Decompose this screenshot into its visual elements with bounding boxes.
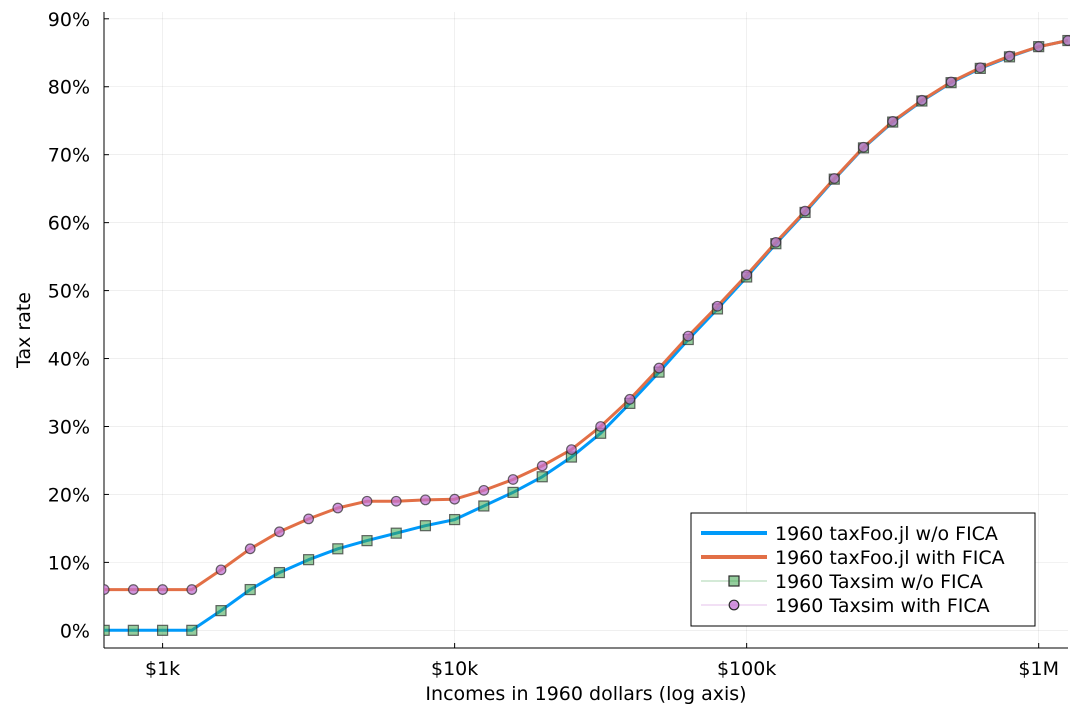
data-point-circle [104,584,110,595]
x-tick-label: $100k [717,658,776,680]
data-point-circle [274,526,285,538]
y-tick-label: 90% [48,9,90,31]
data-point-circle [127,584,139,595]
data-point-circle [157,584,168,595]
y-tick-label: 40% [48,349,90,371]
y-tick-label: 50% [48,281,90,303]
data-point-circle [916,94,928,106]
data-point-circle [420,494,431,506]
data-point-circle [478,484,490,496]
data-point-circle [1033,41,1045,53]
data-point-circle [507,474,519,485]
data-point-square [449,513,461,526]
data-point-circle [215,564,227,576]
y-tick-label: 60% [48,213,90,235]
data-point-square [273,566,286,579]
legend-label: 1960 taxFoo.jl with FICA [775,547,1005,569]
data-point-circle [712,300,723,312]
data-point-circle [332,502,344,514]
legend-marker-circle [728,599,740,611]
legend-label: 1960 taxFoo.jl w/o FICA [775,523,998,545]
data-point-circle [828,173,840,184]
data-point-circle [1062,35,1070,46]
data-point-square [332,543,344,555]
y-tick-label: 30% [48,416,90,438]
data-point-square [244,583,256,596]
series-markers [104,35,1070,595]
data-point-circle [186,584,198,595]
x-axis-title: Incomes in 1960 dollars (log axis) [425,683,746,705]
data-point-square [507,486,519,498]
series [104,34,1070,636]
y-tick-label: 70% [48,145,90,167]
y-axis-title: Tax rate [13,292,35,369]
data-point-square [361,535,373,547]
x-tick-labels: $1k $10k $100k $1M [145,658,1059,680]
data-point-square [390,527,402,539]
x-tick-label: $1k [145,658,180,680]
data-point-circle [741,269,753,281]
data-point-square [186,624,198,636]
data-point-circle [799,205,811,217]
data-point-square [536,471,548,483]
data-point-circle [244,543,256,555]
data-point-circle [361,495,373,507]
x-tick-label: $10k [431,658,478,680]
data-point-square [303,554,315,566]
data-point-circle [449,493,461,505]
data-point-circle [858,141,869,153]
data-point-circle [1004,50,1015,62]
data-point-circle [624,393,636,405]
data-point-circle [536,460,548,472]
data-point-circle [653,362,665,374]
x-tick-label: $1M [1018,658,1059,680]
y-tick-label: 20% [48,484,90,506]
data-point-circle [945,76,957,88]
data-point-circle [390,495,402,507]
data-point-circle [303,513,315,525]
data-point-square [156,624,169,636]
data-point-square [127,624,139,636]
legend-label: 1960 Taxsim w/o FICA [775,571,983,593]
legend-marker-square [728,575,740,587]
data-point-square [478,500,490,512]
y-tick-label: 10% [48,552,90,574]
data-point-square [104,624,110,636]
data-point-circle [682,330,694,342]
data-point-circle [566,444,577,455]
data-point-circle [974,62,986,74]
legend-label: 1960 Taxsim with FICA [775,595,990,617]
data-point-circle [770,236,782,248]
axes [103,12,1068,649]
y-tick-label: 80% [48,77,90,99]
series-line [104,39,1069,592]
data-point-square [215,605,227,617]
data-point-circle [595,421,607,432]
y-tick-label: 0% [60,620,90,642]
data-point-square [419,520,432,532]
y-tick-labels: 0% 10% 20% 30% 40% 50% 60% 70% 80% 90% [48,9,90,643]
data-point-circle [887,115,899,127]
